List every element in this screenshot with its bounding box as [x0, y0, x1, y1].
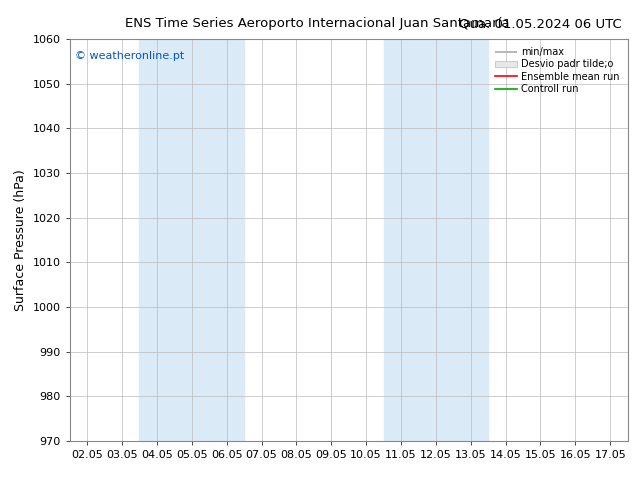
Bar	[139, 39, 244, 441]
Text: Qua. 01.05.2024 06 UTC: Qua. 01.05.2024 06 UTC	[458, 17, 621, 30]
Y-axis label: Surface Pressure (hPa): Surface Pressure (hPa)	[14, 169, 27, 311]
Text: ENS Time Series Aeroporto Internacional Juan Santamaría: ENS Time Series Aeroporto Internacional …	[125, 17, 509, 30]
Bar	[384, 39, 488, 441]
Text: © weatheronline.pt: © weatheronline.pt	[75, 51, 184, 61]
Legend: min/max, Desvio padr tilde;o, Ensemble mean run, Controll run: min/max, Desvio padr tilde;o, Ensemble m…	[492, 44, 623, 97]
Title: ENS Time Series Aeroporto Internacional Juan Santamaría     Qua. 01.05.2024 06 U: ENS Time Series Aeroporto Internacional …	[0, 489, 1, 490]
